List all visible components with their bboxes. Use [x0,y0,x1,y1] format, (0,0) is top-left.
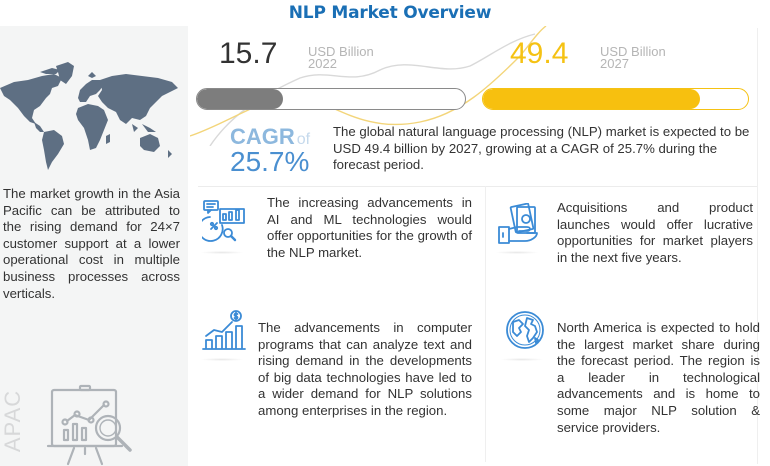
progress-fill-2027 [483,89,701,109]
market-unit-2027: USD Billion 2027 [600,44,666,71]
insight-card-north-america: North America is expected to hold the la… [500,310,760,460]
money-hand-icon [498,203,538,244]
insight-card-computer-programs: The advancements in computer programs th… [200,308,480,458]
apac-description: The market growth in the Asia Pacific ca… [3,186,180,301]
region-label: APAC [0,386,30,456]
insight-card-ai-ml: The increasing advancements in AI and ML… [200,195,480,275]
progress-bar-2027 [482,88,749,110]
market-value-2022: 15.7 [219,37,278,70]
divider-horizontal [198,186,758,187]
icon-shadow [200,358,244,361]
divider-right [757,28,758,464]
insight-card-acquisitions: Acquisitions and product launches would … [495,195,760,275]
cagr-value: 25.7% [230,146,310,177]
insight-text: The increasing advancements in AI and ML… [267,195,472,260]
divider-vertical [485,186,486,462]
analytics-report-icon [202,200,245,242]
growth-chart-dollar-icon [202,310,246,350]
page-title: NLP Market Overview [288,3,492,23]
world-map-icon [0,62,178,170]
insight-text: Acquisitions and product launches would … [557,200,753,265]
market-value-2027: 49.4 [510,37,569,70]
market-unit-2022: USD Billion 2022 [308,44,374,71]
progress-bar-2022 [196,88,466,110]
cagr-label: CAGR of [230,124,311,149]
market-summary: The global natural language processing (… [333,124,750,173]
icon-shadow [200,251,244,254]
presentation-analytics-icon [46,384,132,466]
left-panel: The market growth in the Asia Pacific ca… [0,26,188,466]
globe-icon [506,311,544,349]
region-label-text: APAC [0,389,26,453]
icon-shadow [500,358,544,361]
insight-text: North America is expected to hold the la… [557,320,760,435]
icon-shadow [495,251,539,254]
insight-text: The advancements in computer programs th… [258,320,472,418]
progress-fill-2022 [197,89,283,109]
